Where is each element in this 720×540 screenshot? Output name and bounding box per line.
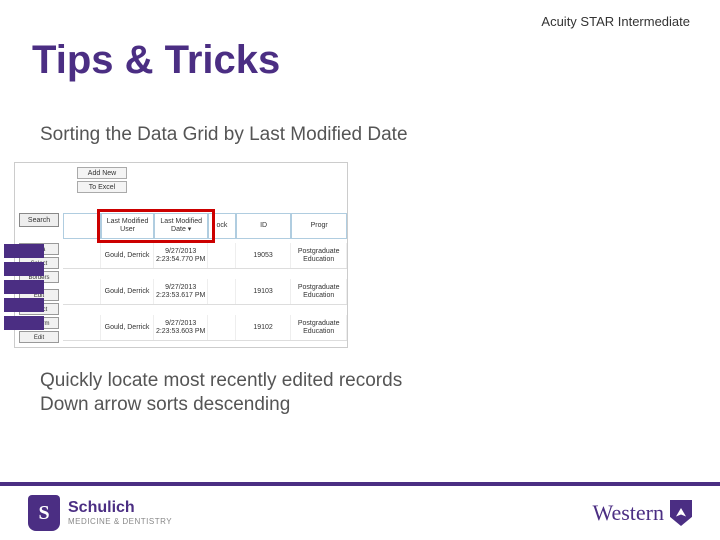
cell-date: 9/27/2013 2:23:53.617 PM (154, 279, 208, 304)
cell-id: 19102 (236, 315, 292, 340)
cell-date: 9/27/2013 2:23:53.603 PM (154, 315, 208, 340)
table-row: Gould, Derrick 9/27/2013 2:23:54.770 PM … (63, 243, 347, 269)
datagrid-screenshot: Add New To Excel Search Last Modified Us… (14, 162, 348, 348)
footer: S Schulich MEDICINE & DENTISTRY Western (0, 482, 720, 540)
to-excel-button: To Excel (77, 181, 127, 193)
col-lock: ock (208, 213, 236, 239)
table-row: Gould, Derrick 9/27/2013 2:23:53.617 PM … (63, 279, 347, 305)
western-name: Western (592, 500, 664, 526)
purple-block (4, 244, 44, 258)
header-label: Acuity STAR Intermediate (541, 14, 690, 29)
cell-progr: Postgraduate Education (291, 279, 347, 304)
cell-user: Gould, Derrick (101, 243, 155, 268)
western-logo: Western (592, 500, 692, 526)
col-last-mod-date: Last Modified Date ▾ (154, 213, 208, 239)
purple-block (4, 262, 44, 276)
col-blank (63, 213, 101, 239)
col-last-mod-user: Last Modified User (101, 213, 155, 239)
cell-progr: Postgraduate Education (291, 315, 347, 340)
cell-progr: Postgraduate Education (291, 243, 347, 268)
purple-block (4, 280, 44, 294)
schulich-logo: S Schulich MEDICINE & DENTISTRY (28, 495, 172, 531)
purple-block (4, 298, 44, 312)
schulich-tagline: MEDICINE & DENTISTRY (68, 518, 172, 526)
col-progr: Progr (291, 213, 347, 239)
cell-id: 19053 (236, 243, 292, 268)
body-line-1: Quickly locate most recently edited reco… (40, 370, 402, 392)
subtitle: Sorting the Data Grid by Last Modified D… (40, 124, 408, 146)
cell-user: Gould, Derrick (101, 279, 155, 304)
cell-date: 9/27/2013 2:23:54.770 PM (154, 243, 208, 268)
page-title: Tips & Tricks (32, 38, 280, 83)
schulich-name: Schulich (68, 500, 172, 516)
schulich-badge-icon: S (28, 495, 60, 531)
western-shield-icon (670, 500, 692, 526)
body-line-2: Down arrow sorts descending (40, 394, 290, 416)
cell-user: Gould, Derrick (101, 315, 155, 340)
add-new-button: Add New (77, 167, 127, 179)
grid-header-row: Last Modified User Last Modified Date ▾ … (63, 213, 347, 239)
table-row: Gould, Derrick 9/27/2013 2:23:53.603 PM … (63, 315, 347, 341)
cell-id: 19103 (236, 279, 292, 304)
search-button: Search (19, 213, 59, 227)
col-id: ID (236, 213, 292, 239)
side-btn: Edit (19, 331, 59, 343)
purple-block (4, 316, 44, 330)
